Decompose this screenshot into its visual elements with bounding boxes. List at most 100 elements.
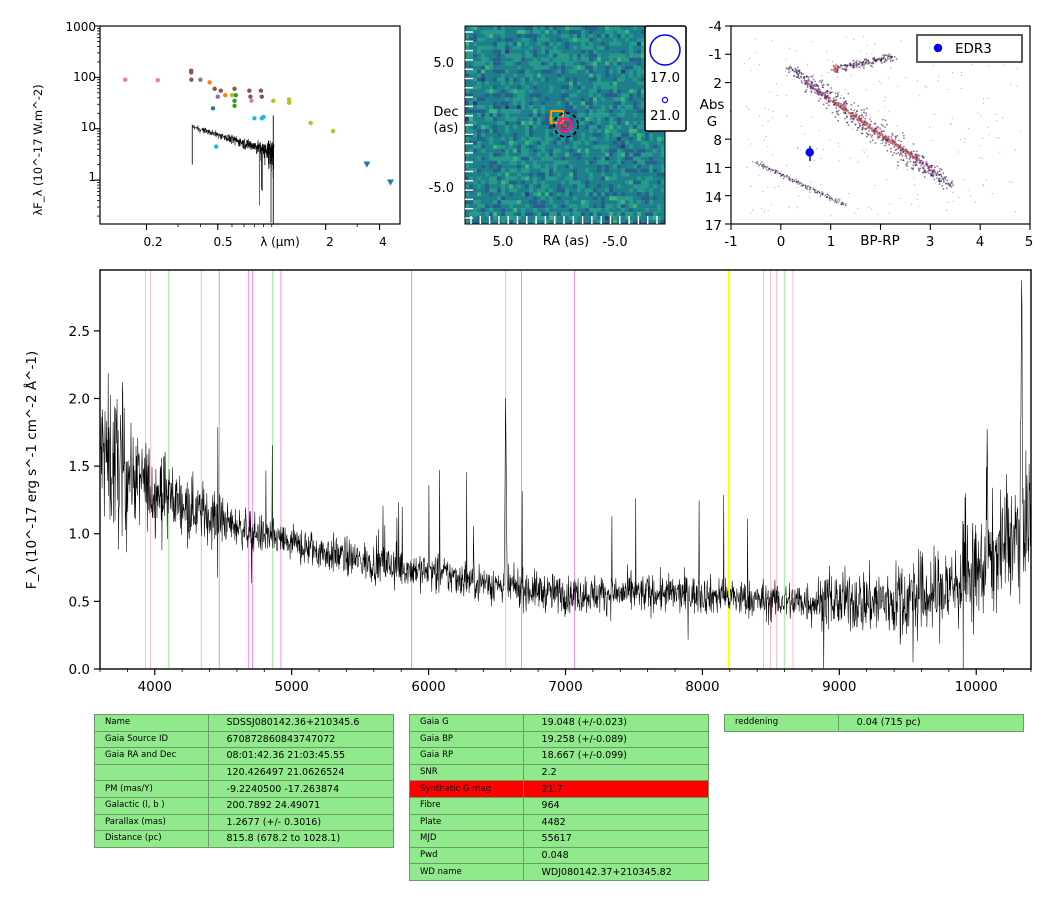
- image-pixel: [613, 33, 618, 39]
- image-pixel: [549, 140, 554, 145]
- image-pixel: [509, 220, 514, 225]
- image-pixel: [485, 57, 490, 62]
- table-value-cell: 08:01:42.36 21:03:45.55: [207, 747, 395, 765]
- image-pixel: [601, 117, 606, 122]
- hr-density-dot: [756, 162, 759, 164]
- image-pixel: [577, 216, 582, 221]
- image-pixel: [517, 81, 522, 86]
- image-pixel: [597, 109, 602, 114]
- image-pixel: [513, 168, 518, 173]
- hr-density-dot: [920, 164, 923, 167]
- table-value-cell: 0.04 (715 pc): [837, 714, 1025, 732]
- image-pixel: [621, 188, 626, 193]
- image-pixel: [501, 168, 506, 173]
- image-pixel: [589, 220, 594, 225]
- image-pixel: [629, 113, 634, 118]
- table-row: Gaia G 19.048 (+/-0.023): [409, 714, 710, 732]
- image-pixel: [573, 125, 578, 130]
- table-row: WD name WDJ080142.37+210345.82: [409, 863, 710, 881]
- spectrum-xtick-label: 4000: [138, 679, 172, 695]
- image-pixel: [625, 156, 630, 161]
- hr-density-dot: [900, 158, 902, 161]
- image-pixel: [613, 57, 618, 62]
- image-pixel: [653, 144, 658, 149]
- image-pixel: [629, 45, 634, 50]
- image-pixel: [521, 89, 526, 94]
- image-pixel: [569, 196, 574, 201]
- image-pixel: [537, 81, 542, 86]
- image-pixel: [465, 184, 470, 189]
- image-pixel: [561, 184, 566, 189]
- image-pixel: [601, 121, 606, 126]
- hr-density-dot: [808, 166, 810, 168]
- hr-density-dot: [915, 157, 919, 160]
- hr-density-dot: [946, 187, 948, 190]
- image-pixel: [553, 113, 558, 118]
- image-pixel: [565, 152, 570, 157]
- image-pixel: [477, 77, 482, 82]
- hr-density-dot: [883, 144, 886, 147]
- hr-density-dot: [861, 123, 864, 126]
- image-pixel: [533, 37, 538, 43]
- image-pixel: [657, 188, 662, 193]
- hr-density-dot: [889, 140, 892, 143]
- image-pixel: [549, 33, 554, 39]
- hr-density-dot: [877, 213, 879, 215]
- image-pixel: [541, 57, 546, 62]
- hr-density-dot: [986, 97, 988, 99]
- image-pixel: [545, 152, 550, 157]
- image-pixel: [649, 140, 654, 145]
- image-pixel: [545, 77, 550, 82]
- image-pixel: [585, 93, 590, 98]
- image-pixel: [613, 113, 618, 118]
- hr-density-dot: [843, 108, 846, 111]
- image-pixel: [521, 61, 526, 66]
- spectrum-ytick-label: 1.5: [69, 459, 90, 475]
- hr-density-dot: [827, 59, 829, 61]
- image-pixel: [561, 204, 566, 209]
- image-pixel: [645, 136, 650, 142]
- image-pixel: [637, 164, 642, 169]
- image-pixel: [521, 176, 526, 181]
- hr-density-dot: [765, 136, 767, 137]
- image-pixel: [561, 188, 566, 193]
- image-pixel: [509, 117, 514, 122]
- image-pixel: [633, 192, 638, 197]
- image-pixel: [525, 136, 530, 142]
- image-pixel: [477, 220, 482, 225]
- image-pixel: [609, 65, 614, 70]
- image-pixel: [545, 89, 550, 94]
- image-pixel: [549, 212, 554, 217]
- image-pixel: [481, 113, 486, 118]
- hr-density-dot: [856, 129, 859, 132]
- hr-density-dot: [787, 177, 789, 180]
- image-pixel: [629, 53, 634, 58]
- image-pixel: [473, 128, 478, 134]
- hr-density-dot: [1002, 117, 1004, 118]
- hr-density-dot: [841, 105, 844, 108]
- image-pixel: [573, 61, 578, 66]
- hr-density-dot: [865, 148, 867, 150]
- image-pixel: [481, 164, 486, 169]
- image-pixel: [481, 188, 486, 193]
- image-pixel: [557, 164, 562, 169]
- sed-panel: 1000 100 10 1 0.2 0.5 2 4 λ (μm) λF_λ (1…: [31, 20, 401, 249]
- table-key-cell: Gaia RA and Dec: [94, 747, 209, 765]
- hr-density-dot: [767, 120, 769, 122]
- image-pixel: [581, 26, 586, 31]
- image-pixel: [565, 216, 570, 221]
- image-pixel: [577, 121, 582, 126]
- image-pixel: [469, 81, 474, 86]
- image-pixel: [633, 93, 638, 98]
- image-pixel: [521, 117, 526, 122]
- image-pixel: [485, 196, 490, 201]
- image-pixel: [637, 140, 642, 145]
- hr-density-dot: [854, 123, 857, 126]
- image-pixel: [557, 128, 562, 134]
- image-pixel: [533, 93, 538, 98]
- image-pixel: [641, 220, 646, 225]
- image-pixel: [481, 160, 486, 165]
- image-pixel: [621, 33, 626, 39]
- sed-point: [212, 86, 217, 91]
- image-pixel: [477, 132, 482, 138]
